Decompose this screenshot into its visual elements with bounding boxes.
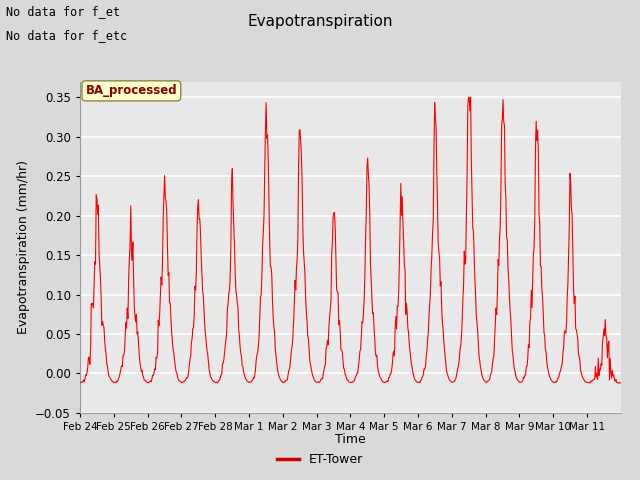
Text: No data for f_etc: No data for f_etc xyxy=(6,29,127,42)
Text: Evapotranspiration: Evapotranspiration xyxy=(247,14,393,29)
Text: No data for f_et: No data for f_et xyxy=(6,5,120,18)
Legend: ET-Tower: ET-Tower xyxy=(271,448,369,471)
Y-axis label: Evapotranspiration (mm/hr): Evapotranspiration (mm/hr) xyxy=(17,160,29,334)
Text: BA_processed: BA_processed xyxy=(86,84,177,97)
X-axis label: Time: Time xyxy=(335,433,366,446)
